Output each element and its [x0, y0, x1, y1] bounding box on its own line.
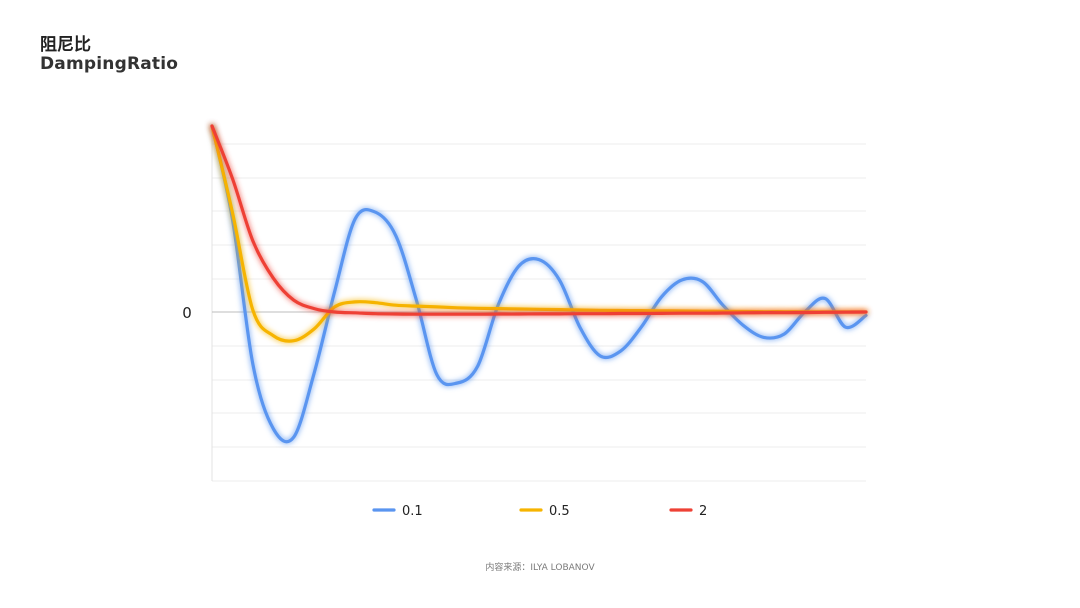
grid-lines: [212, 143, 866, 482]
legend-label-0-5: 0.5: [549, 504, 570, 519]
legend: 0.1 0.5 2: [372, 504, 707, 519]
source-credit: 内容来源：ILYA LOBANOV: [485, 563, 595, 573]
legend-label-0-1: 0.1: [402, 504, 423, 519]
legend-label-2: 2: [699, 504, 707, 519]
series-line-0-1: [210, 124, 868, 444]
series-lines: [210, 124, 868, 444]
chart-title-en: DampingRatio: [40, 54, 179, 74]
series-line-2: [210, 124, 868, 316]
y-tick-label-zero: 0: [182, 304, 192, 322]
chart-title-cn: 阻尼比: [40, 35, 91, 55]
axes: 0: [182, 126, 866, 481]
